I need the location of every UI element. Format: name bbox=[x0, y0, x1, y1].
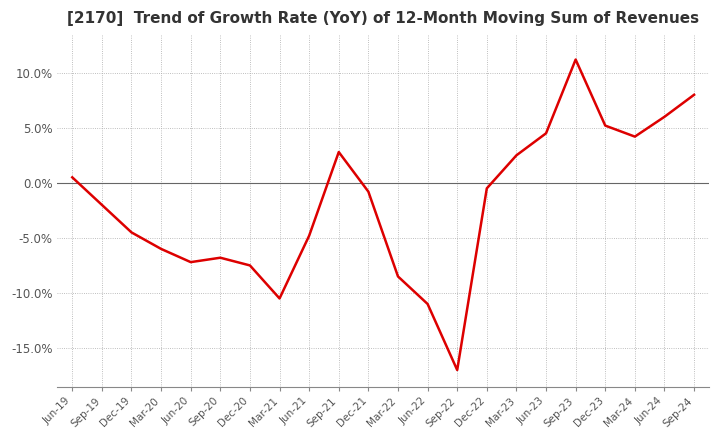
Title: [2170]  Trend of Growth Rate (YoY) of 12-Month Moving Sum of Revenues: [2170] Trend of Growth Rate (YoY) of 12-… bbox=[67, 11, 699, 26]
